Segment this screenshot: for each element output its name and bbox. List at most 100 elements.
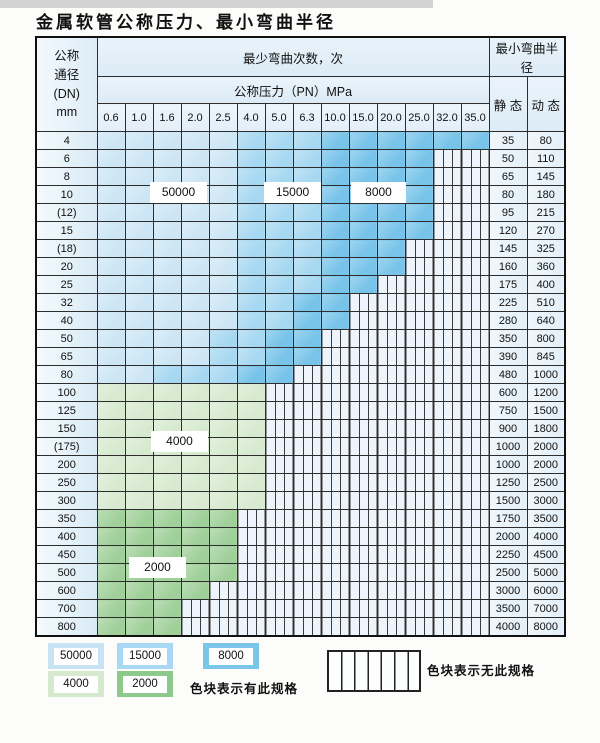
no-spec-cell xyxy=(432,347,462,366)
dn-cell: 700 xyxy=(35,599,98,618)
no-spec-cell xyxy=(376,275,406,294)
spec-cell-50000 xyxy=(208,239,238,258)
table-row: 32 225 510 xyxy=(35,293,566,312)
spec-cell-15000 xyxy=(292,167,322,186)
dn-header-line: (DN) xyxy=(53,86,80,101)
no-spec-cell xyxy=(376,293,406,312)
no-spec-cell xyxy=(404,473,434,492)
spec-cell-50000 xyxy=(208,311,238,330)
no-spec-cell xyxy=(376,329,406,348)
no-spec-cell xyxy=(292,491,322,510)
spec-cell-50000 xyxy=(96,293,126,312)
spec-cell-2000 xyxy=(208,509,238,528)
dn-cell: 25 xyxy=(35,275,98,294)
legend-swatch-label: 15000 xyxy=(123,647,167,665)
spec-cell-4000 xyxy=(208,383,238,402)
table-row: 600 3000 6000 xyxy=(35,581,566,600)
spec-cell-4000 xyxy=(208,419,238,438)
legend-swatch-label: 50000 xyxy=(54,647,98,665)
spec-cell-50000 xyxy=(208,257,238,276)
table-row: 150 900 1800 xyxy=(35,419,566,438)
no-spec-cell xyxy=(376,455,406,474)
no-spec-cell xyxy=(404,581,434,600)
no-spec-cell xyxy=(348,599,378,618)
spec-cell-2000 xyxy=(152,581,182,600)
spec-cell-4000 xyxy=(180,455,210,474)
no-spec-cell xyxy=(320,329,350,348)
pressure-value-header: 2.0 xyxy=(180,103,210,132)
no-spec-cell xyxy=(348,617,378,637)
no-spec-cell xyxy=(376,401,406,420)
pressure-value-header: 35.0 xyxy=(460,103,490,132)
spec-cell-50000 xyxy=(124,149,154,168)
spec-cell-15000 xyxy=(264,131,294,150)
no-spec-cell xyxy=(320,581,350,600)
scan-artifact-strip xyxy=(0,0,433,8)
no-spec-cell xyxy=(236,509,266,528)
static-radius-cell: 900 xyxy=(488,419,528,438)
spec-cell-4000 xyxy=(152,383,182,402)
header-row-1: 公称 通径 (DN) mm 最少弯曲次数，次 最小弯曲半径 xyxy=(35,36,566,132)
legend-swatch-label: 8000 xyxy=(209,647,253,665)
radius-header: 最小弯曲半径 xyxy=(488,36,566,77)
no-spec-cell xyxy=(264,599,294,618)
spec-cell-50000 xyxy=(96,239,126,258)
static-radius-cell: 3500 xyxy=(488,599,528,618)
legend-has-spec-text: 色块表示有此规格 xyxy=(190,682,299,696)
legend-no-spec-text: 色块表示无此规格 xyxy=(427,664,536,678)
spec-cell-8000 xyxy=(292,311,322,330)
no-spec-cell xyxy=(320,527,350,546)
spec-cell-4000 xyxy=(236,491,266,510)
no-spec-cell xyxy=(432,329,462,348)
dn-cell: 450 xyxy=(35,545,98,564)
dn-cell: 50 xyxy=(35,329,98,348)
no-spec-cell xyxy=(348,527,378,546)
spec-cell-15000 xyxy=(264,149,294,168)
no-spec-cell xyxy=(460,149,490,168)
spec-cell-8000 xyxy=(264,365,294,384)
dn-cell: 500 xyxy=(35,563,98,582)
spec-cell-15000 xyxy=(236,221,266,240)
no-spec-cell xyxy=(404,563,434,582)
spec-cell-8000 xyxy=(320,293,350,312)
static-radius-cell: 1000 xyxy=(488,455,528,474)
bend-times-header: 最少弯曲次数，次 xyxy=(96,36,490,77)
no-spec-cell xyxy=(460,347,490,366)
static-radius-cell: 1750 xyxy=(488,509,528,528)
no-spec-cell xyxy=(404,455,434,474)
spec-cell-8000 xyxy=(348,167,378,186)
spec-cell-8000 xyxy=(292,347,322,366)
spec-cell-50000 xyxy=(96,329,126,348)
spec-cell-15000 xyxy=(236,131,266,150)
spec-cell-4000 xyxy=(208,455,238,474)
spec-cell-50000 xyxy=(180,257,210,276)
no-spec-cell xyxy=(292,617,322,637)
table-row: 800 4000 8000 xyxy=(35,617,566,637)
spec-cell-15000 xyxy=(292,131,322,150)
no-spec-cell xyxy=(404,401,434,420)
dynamic-radius-cell: 1200 xyxy=(526,383,566,402)
dn-cell: 100 xyxy=(35,383,98,402)
static-radius-cell: 1500 xyxy=(488,491,528,510)
no-spec-cell xyxy=(376,437,406,456)
spec-cell-4000 xyxy=(152,455,182,474)
dn-cell: 65 xyxy=(35,347,98,366)
no-spec-cell xyxy=(376,545,406,564)
spec-cell-50000 xyxy=(152,347,182,366)
table-row: 50 350 800 xyxy=(35,329,566,348)
no-spec-cell xyxy=(292,599,322,618)
static-radius-cell: 2500 xyxy=(488,563,528,582)
no-spec-cell xyxy=(376,527,406,546)
spec-cell-8000 xyxy=(320,185,350,204)
spec-cell-50000 xyxy=(124,329,154,348)
dynamic-radius-cell: 6000 xyxy=(526,581,566,600)
spec-cell-15000 xyxy=(292,275,322,294)
legend-swatch-4000: 4000 xyxy=(48,671,104,697)
no-spec-cell xyxy=(404,545,434,564)
no-spec-cell xyxy=(376,563,406,582)
spec-cell-15000 xyxy=(264,239,294,258)
table-row: 125 750 1500 xyxy=(35,401,566,420)
no-spec-cell xyxy=(460,293,490,312)
spec-cell-2000 xyxy=(124,509,154,528)
spec-cell-50000 xyxy=(208,293,238,312)
